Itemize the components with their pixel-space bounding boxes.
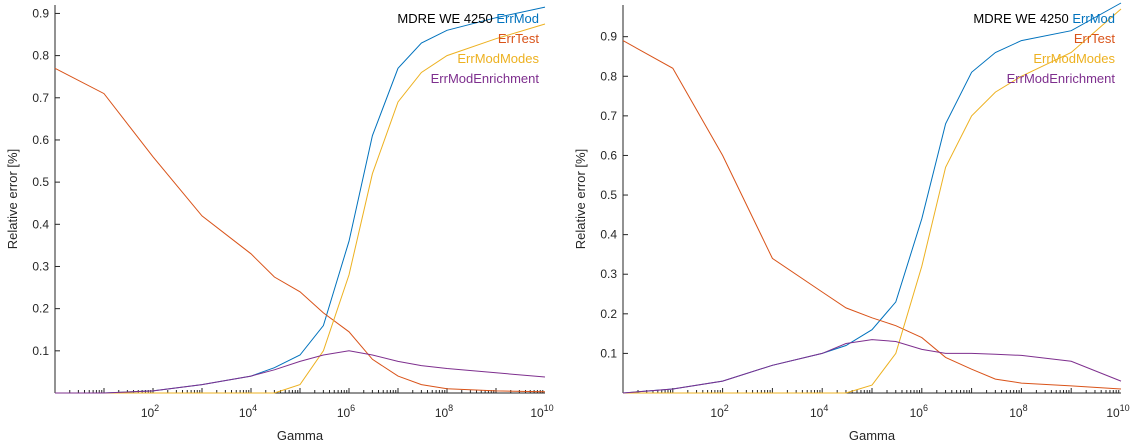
x-tick-exponent: 6 bbox=[923, 403, 928, 413]
legend-series-name: ErrMod bbox=[1069, 11, 1115, 26]
series-line-errmodmodes bbox=[623, 8, 1122, 394]
x-tick-exponent: 8 bbox=[1023, 403, 1028, 413]
x-tick-label: 1010 bbox=[1106, 403, 1129, 420]
y-tick-label: 0.2 bbox=[32, 302, 49, 316]
x-tick-label: 104 bbox=[810, 403, 828, 420]
y-tick-label: 0.1 bbox=[32, 344, 49, 358]
x-tick-label: 106 bbox=[337, 403, 355, 420]
y-tick-label: 0.6 bbox=[32, 133, 49, 147]
x-tick-base: 10 bbox=[530, 406, 544, 420]
x-axis-title: Gamma bbox=[277, 428, 324, 443]
legend-title: MDRE WE 4250 bbox=[973, 11, 1068, 26]
x-tick-exponent: 4 bbox=[252, 403, 257, 413]
y-tick-label: 0.6 bbox=[600, 148, 617, 162]
x-tick-label: 1010 bbox=[530, 403, 553, 420]
x-tick-exponent: 8 bbox=[448, 403, 453, 413]
x-tick-base: 10 bbox=[239, 406, 253, 420]
legend-series-name: ErrModEnrichment bbox=[431, 71, 540, 86]
x-tick-base: 10 bbox=[910, 406, 924, 420]
y-tick-label: 0.9 bbox=[32, 6, 49, 20]
legend-series-name: ErrModModes bbox=[457, 51, 539, 66]
x-tick-label: 106 bbox=[910, 403, 928, 420]
x-tick-base: 10 bbox=[1106, 406, 1120, 420]
y-tick-label: 0.5 bbox=[32, 175, 49, 189]
y-tick-label: 0.2 bbox=[600, 307, 617, 321]
x-tick-exponent: 10 bbox=[1120, 403, 1130, 413]
series-line-errtest bbox=[622, 40, 1122, 390]
x-tick-base: 10 bbox=[337, 406, 351, 420]
x-tick-label: 102 bbox=[710, 403, 728, 420]
series-line-errtest bbox=[54, 67, 546, 393]
y-axis-title: Relative error [%] bbox=[5, 149, 20, 249]
y-tick-label: 0.1 bbox=[600, 346, 617, 360]
x-tick-base: 10 bbox=[810, 406, 824, 420]
y-tick-label: 0.7 bbox=[32, 91, 49, 105]
legend-series-name: ErrModEnrichment bbox=[1007, 71, 1116, 86]
y-tick-label: 0.9 bbox=[600, 30, 617, 44]
x-tick-exponent: 4 bbox=[823, 403, 828, 413]
x-tick-base: 10 bbox=[141, 406, 155, 420]
x-tick-label: 104 bbox=[239, 403, 257, 420]
series-line-errmodenrichment bbox=[55, 350, 546, 394]
x-tick-base: 10 bbox=[435, 406, 449, 420]
x-tick-exponent: 6 bbox=[350, 403, 355, 413]
y-axis-title: Relative error [%] bbox=[573, 149, 588, 249]
y-tick-label: 0.8 bbox=[600, 69, 617, 83]
series-line-errmodmodes bbox=[55, 23, 546, 394]
y-tick-label: 0.4 bbox=[600, 228, 617, 242]
x-tick-label: 108 bbox=[1009, 403, 1027, 420]
legend-series-name: ErrModModes bbox=[1033, 51, 1115, 66]
x-tick-label: 102 bbox=[141, 403, 159, 420]
legend-title: MDRE WE 4250 bbox=[397, 11, 492, 26]
y-tick-label: 0.7 bbox=[600, 109, 617, 123]
legend-entry: MDRE WE 4250 ErrMod bbox=[973, 11, 1115, 26]
x-tick-exponent: 10 bbox=[544, 403, 554, 413]
y-tick-label: 0.5 bbox=[600, 188, 617, 202]
legend-series-name: ErrMod bbox=[493, 11, 539, 26]
y-tick-label: 0.4 bbox=[32, 217, 49, 231]
x-tick-label: 108 bbox=[435, 403, 453, 420]
legend-entry: MDRE WE 4250 ErrMod bbox=[397, 11, 539, 26]
x-tick-exponent: 2 bbox=[724, 403, 729, 413]
series-line-errmodenrichment bbox=[622, 339, 1122, 394]
x-tick-base: 10 bbox=[1009, 406, 1023, 420]
x-tick-base: 10 bbox=[710, 406, 724, 420]
y-tick-label: 0.8 bbox=[32, 49, 49, 63]
legend-series-name: ErrTest bbox=[1074, 31, 1116, 46]
y-tick-label: 0.3 bbox=[32, 259, 49, 273]
legend-series-name: ErrTest bbox=[498, 31, 540, 46]
x-axis-title: Gamma bbox=[849, 428, 896, 443]
y-tick-label: 0.3 bbox=[600, 267, 617, 281]
x-tick-exponent: 2 bbox=[154, 403, 159, 413]
